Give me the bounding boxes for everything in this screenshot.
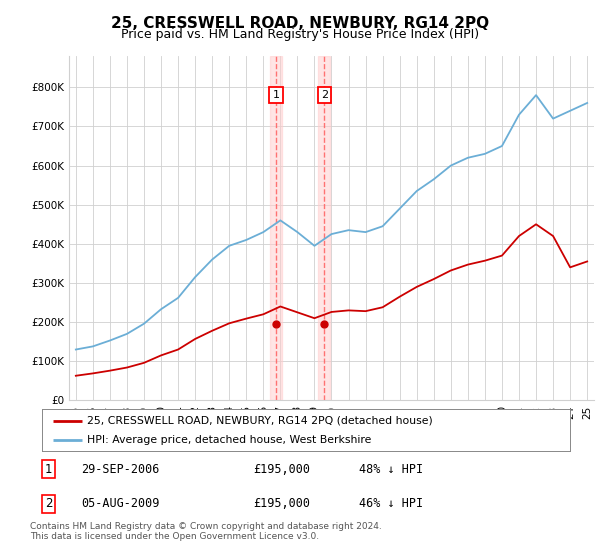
Text: HPI: Average price, detached house, West Berkshire: HPI: Average price, detached house, West…	[87, 435, 371, 445]
Text: £195,000: £195,000	[253, 497, 310, 510]
Text: Contains HM Land Registry data © Crown copyright and database right 2024.
This d: Contains HM Land Registry data © Crown c…	[30, 522, 382, 542]
Text: 1: 1	[44, 463, 52, 475]
Text: 29-SEP-2006: 29-SEP-2006	[82, 463, 160, 475]
Bar	[318, 56, 330, 400]
Text: Price paid vs. HM Land Registry's House Price Index (HPI): Price paid vs. HM Land Registry's House …	[121, 28, 479, 41]
Text: £195,000: £195,000	[253, 463, 310, 475]
Text: 1: 1	[272, 90, 280, 100]
Text: 48% ↓ HPI: 48% ↓ HPI	[359, 463, 423, 475]
Text: 2: 2	[44, 497, 52, 510]
Bar	[270, 56, 282, 400]
Text: 2: 2	[321, 90, 328, 100]
Text: 25, CRESSWELL ROAD, NEWBURY, RG14 2PQ: 25, CRESSWELL ROAD, NEWBURY, RG14 2PQ	[111, 16, 489, 31]
Text: 25, CRESSWELL ROAD, NEWBURY, RG14 2PQ (detached house): 25, CRESSWELL ROAD, NEWBURY, RG14 2PQ (d…	[87, 416, 433, 426]
Text: 46% ↓ HPI: 46% ↓ HPI	[359, 497, 423, 510]
Text: 05-AUG-2009: 05-AUG-2009	[82, 497, 160, 510]
